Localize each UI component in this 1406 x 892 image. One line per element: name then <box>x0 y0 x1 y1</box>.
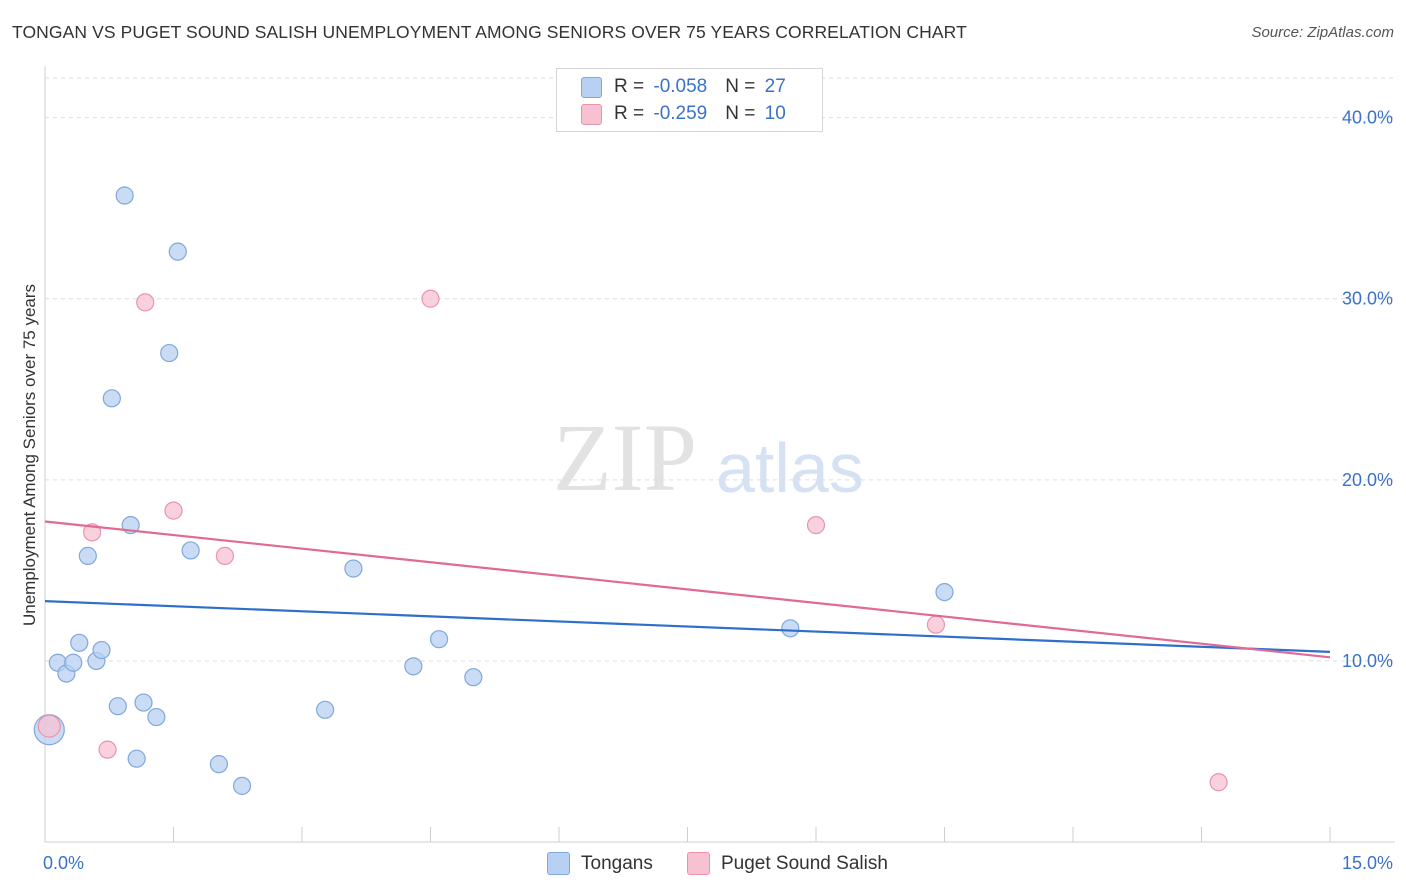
y-tick-label: 40.0% <box>1342 108 1393 128</box>
point-tongans <box>64 653 83 672</box>
bottom-swatch-tongans <box>547 852 570 875</box>
point-salish <box>164 501 183 520</box>
point-tongans <box>160 343 179 363</box>
y-tick-label: 20.0% <box>1342 470 1393 490</box>
point-salish <box>421 289 440 308</box>
source-label: Source: ZipAtlas.com <box>1251 24 1394 41</box>
watermark-zip: ZIP <box>553 404 697 511</box>
trendline-salish <box>44 520 1331 659</box>
point-salish <box>926 615 946 634</box>
legend-r-label: R = <box>614 76 650 97</box>
point-tongans <box>102 389 121 408</box>
point-tongans <box>464 668 483 687</box>
point-salish <box>1209 773 1228 792</box>
point-tongans <box>115 186 134 205</box>
point-tongans <box>232 776 252 795</box>
legend-r-label: R = <box>614 103 650 124</box>
point-tongans <box>134 693 153 712</box>
point-tongans <box>935 582 954 602</box>
bottom-legend-salish: Puget Sound Salish <box>687 852 888 875</box>
point-tongans <box>70 633 89 652</box>
point-tongans <box>209 755 229 774</box>
correlation-legend: R = -0.058 N = 27 R = -0.259 N = 10 <box>556 68 823 132</box>
legend-n-value: 10 <box>764 103 786 124</box>
legend-n-label: N = <box>725 76 761 97</box>
point-tongans <box>181 541 200 560</box>
legend-row-salish: R = -0.259 N = 10 <box>581 102 786 126</box>
point-salish <box>806 515 826 535</box>
chart-title: TONGAN VS PUGET SOUND SALISH UNEMPLOYMEN… <box>12 22 967 42</box>
point-tongans <box>404 657 423 676</box>
legend-n-label: N = <box>725 103 761 124</box>
point-tongans <box>316 700 335 719</box>
legend-n-value: 27 <box>764 76 786 97</box>
bottom-swatch-salish <box>687 852 710 875</box>
legend-row-tongans: R = -0.058 N = 27 <box>581 75 786 99</box>
bottom-legend-label-tongans: Tongans <box>581 852 653 874</box>
legend-r-value: -0.259 <box>653 103 708 124</box>
legend-r-value: -0.058 <box>653 76 708 97</box>
legend-swatch-tongans <box>581 76 602 98</box>
point-tongans <box>429 630 449 649</box>
watermark-atlas: atlas <box>716 429 864 507</box>
x-tick-label: 0.0% <box>43 853 84 873</box>
point-tongans <box>78 546 97 565</box>
point-salish <box>215 546 234 565</box>
point-tongans <box>108 697 127 716</box>
point-salish <box>136 293 155 312</box>
x-tick-label: 15.0% <box>1342 853 1393 873</box>
y-tick-label: 10.0% <box>1342 651 1393 671</box>
point-tongans <box>168 242 187 261</box>
point-tongans <box>781 619 800 638</box>
y-tick-label: 30.0% <box>1342 289 1393 309</box>
bottom-legend-label-salish: Puget Sound Salish <box>721 852 888 874</box>
point-salish <box>83 523 102 542</box>
point-tongans <box>147 707 166 727</box>
bottom-legend-tongans: Tongans <box>547 852 653 875</box>
y-axis-label: Unemployment Among Seniors over 75 years <box>20 283 39 627</box>
point-salish <box>98 740 117 759</box>
point-tongans <box>127 749 146 768</box>
legend-swatch-salish <box>581 103 602 125</box>
point-tongans <box>344 559 363 578</box>
point-salish <box>37 714 61 738</box>
point-tongans <box>92 640 111 660</box>
trendline-tongans <box>44 600 1331 653</box>
